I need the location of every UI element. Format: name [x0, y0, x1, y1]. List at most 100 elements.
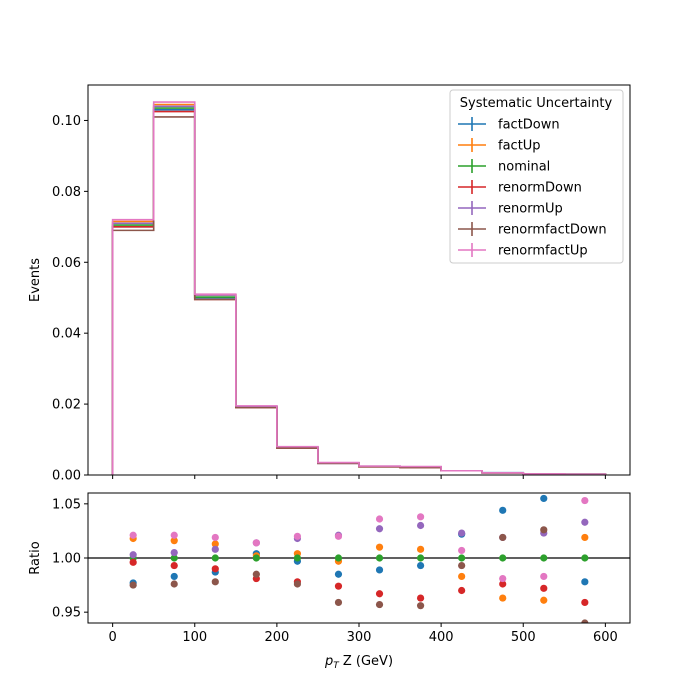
- y-tick-label: 0.02: [52, 398, 81, 413]
- ratio-point-renormUp: [129, 551, 137, 559]
- ratio-point-renormDown: [458, 586, 466, 595]
- ratio-point-factUp: [375, 543, 384, 551]
- ratio-point-renormfactDown: [334, 598, 343, 607]
- ratio-point-renormfactDown: [293, 580, 302, 588]
- ratio-point-nominal: [540, 554, 548, 562]
- ratio-point-nominal: [416, 554, 425, 562]
- x-tick-label: 200: [264, 630, 289, 645]
- x-tick-label: 400: [429, 630, 454, 645]
- y-tick-label: 0.04: [52, 327, 81, 342]
- ratio-point-nominal: [581, 554, 589, 562]
- x-axis-label-rest: Z (GeV): [339, 654, 393, 669]
- top-y-axis-label: Events: [28, 258, 43, 302]
- legend-items: factDown factUp nominal renormDown renormUp r…: [458, 117, 607, 259]
- ratio-point-factUp: [581, 533, 589, 542]
- ratio-point-renormfactUp: [170, 531, 178, 539]
- ratio-point-factDown: [375, 566, 384, 574]
- ratio-point-nominal: [334, 554, 343, 562]
- ratio-point-renormfactUp: [334, 532, 343, 540]
- legend-label: renormfactUp: [498, 244, 588, 259]
- legend-item-renormfactDown: renormfactDown: [458, 222, 607, 238]
- ratio-point-nominal: [170, 554, 178, 562]
- ratio-point-factUp: [458, 572, 466, 581]
- ratio-point-renormUp: [211, 545, 219, 553]
- ratio-point-renormUp: [416, 521, 425, 530]
- ratio-point-factDown: [334, 570, 343, 578]
- legend-label: renormfactDown: [498, 223, 607, 238]
- ratio-point-factDown: [581, 578, 589, 586]
- ratio-point-factUp: [416, 545, 425, 553]
- ratio-point-renormfactUp: [458, 546, 466, 555]
- ratio-point-renormfactDown: [375, 600, 384, 609]
- ratio-point-renormfactUp: [499, 574, 507, 583]
- ratio-point-renormfactUp: [581, 496, 589, 505]
- legend-label: nominal: [498, 160, 550, 175]
- ratio-point-factDown: [499, 506, 507, 514]
- ratio-point-renormDown: [170, 561, 178, 570]
- legend-label: renormDown: [498, 181, 582, 196]
- ratio-point-renormfactDown: [129, 581, 137, 589]
- ratio-point-factUp: [540, 596, 548, 604]
- ratio-point-factUp: [211, 540, 219, 548]
- ratio-point-renormUp: [458, 529, 466, 537]
- ratio-point-renormDown: [211, 565, 219, 573]
- bottom-panel: 0.95 1.00 1.05 0 100 200 300 400 500 600 Ratio: [28, 492, 631, 645]
- bottom-y-axis-ticks: 0.95 1.00 1.05: [52, 497, 88, 621]
- ratio-point-renormUp: [581, 518, 589, 526]
- top-x-axis-ticks: [112, 475, 606, 479]
- legend-item-factDown: factDown: [458, 117, 560, 133]
- ratio-point-renormDown: [540, 584, 548, 592]
- x-axis-label-subscript: T: [333, 661, 340, 671]
- top-y-axis-ticks: 0.00 0.02 0.04 0.06 0.08 0.10: [52, 114, 88, 484]
- ratio-point-renormDown: [334, 582, 343, 590]
- x-tick-label: 100: [182, 630, 207, 645]
- histogram-renormfactUp: [111, 101, 607, 475]
- y-tick-label: 0.06: [52, 256, 81, 271]
- y-tick-label: 1.05: [52, 497, 81, 512]
- legend-item-factUp: factUp: [458, 138, 541, 154]
- ratio-point-renormfactDown: [252, 570, 260, 578]
- ratio-point-renormfactUp: [252, 539, 260, 547]
- legend-label: factDown: [498, 118, 560, 133]
- y-tick-label: 0.08: [52, 185, 81, 200]
- legend-item-renormUp: renormUp: [458, 201, 563, 217]
- ratio-point-factUp: [499, 594, 507, 602]
- legend: Systematic Uncertainty factDown factUp nom…: [449, 89, 624, 264]
- legend-title: Systematic Uncertainty: [460, 96, 613, 111]
- ratio-point-renormfactUp: [540, 572, 548, 581]
- legend-box: [449, 89, 624, 264]
- histogram-series-group: [111, 101, 607, 475]
- top-panel: 0.00 0.02 0.04 0.06 0.08 0.10 Events: [28, 84, 631, 484]
- ratio-point-renormfactUp: [375, 515, 384, 523]
- ratio-point-renormfactUp: [129, 531, 137, 539]
- ratio-point-renormfactDown: [458, 561, 466, 570]
- bottom-y-axis-label: Ratio: [28, 541, 43, 574]
- legend-item-renormDown: renormDown: [458, 180, 582, 196]
- ratio-point-renormDown: [375, 590, 384, 598]
- ratio-point-nominal: [252, 554, 260, 562]
- y-tick-label: 0.95: [52, 606, 81, 621]
- x-axis-label-p: p: [324, 654, 333, 669]
- ratio-point-renormfactDown: [540, 526, 548, 534]
- y-tick-label: 0.00: [52, 469, 81, 484]
- x-tick-label: 300: [347, 630, 372, 645]
- x-axis-label: pT Z (GeV): [324, 654, 393, 671]
- ratio-point-renormUp: [170, 548, 178, 557]
- y-tick-label: 1.00: [52, 552, 81, 567]
- ratio-point-factDown: [416, 561, 425, 570]
- ratio-point-renormDown: [499, 580, 507, 588]
- x-tick-label: 0: [108, 630, 116, 645]
- ratio-point-factDown: [540, 494, 548, 503]
- ratio-point-renormfactDown: [416, 602, 425, 610]
- x-tick-label: 600: [593, 630, 618, 645]
- ratio-point-renormDown: [581, 598, 589, 607]
- legend-label: renormUp: [498, 202, 563, 217]
- legend-label: factUp: [498, 139, 541, 154]
- ratio-point-renormfactDown: [170, 580, 178, 588]
- ratio-point-nominal: [211, 554, 219, 562]
- ratio-point-renormDown: [416, 594, 425, 602]
- ratio-point-renormfactDown: [581, 619, 589, 623]
- ratio-point-renormUp: [375, 525, 384, 533]
- legend-item-renormfactUp: renormfactUp: [458, 243, 588, 259]
